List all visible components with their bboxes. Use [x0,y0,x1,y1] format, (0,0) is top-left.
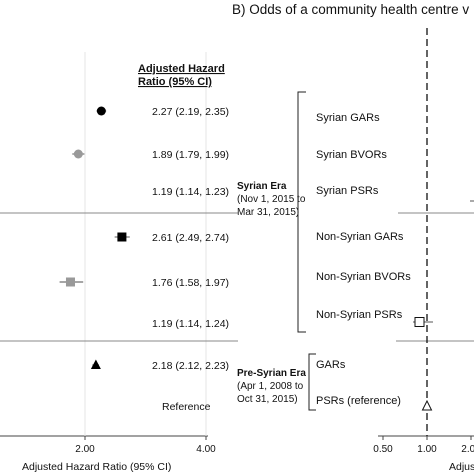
panel-a-plot: 2.27 (2.19, 2.35) 1.89 (1.79, 1.99) 1.19 (… [0,52,238,437]
panel-b-title: B) Odds of a community health centre v [232,2,469,17]
row-label-non-syrian-psrs: Non-Syrian PSRs [316,309,403,321]
hr-column-header-line1: Adjusted Hazard [138,63,225,75]
row-label-syrian-psrs: Syrian PSRs [316,185,379,197]
panel-b-marks [413,317,433,411]
x-tick-label: 2.00 [461,444,474,455]
row-label-gars: GARs [316,359,346,371]
hr-point [117,232,127,242]
or-point [414,317,425,327]
row-label-syrian-gars: Syrian GARs [316,112,380,124]
group-syrian-era-line1: (Nov 1, 2015 to [237,194,306,205]
panel-b-plot: 0.50 1.00 2.00 Adjus [373,28,474,473]
hr-point [90,359,101,369]
syrian-era-bracket [297,91,306,333]
row-label-non-syrian-bvors: Non-Syrian BVORs [316,271,411,283]
row-label-non-syrian-gars: Non-Syrian GARs [316,231,404,243]
hr-column-header-line2: Ratio (95% CI) [138,76,212,88]
pre-syrian-era-bracket [308,353,316,411]
group-pre-syrian-era-line2: Oct 31, 2015) [237,394,298,405]
panel-a-hr-texts: 2.27 (2.19, 2.35) 1.89 (1.79, 1.99) 1.19 (… [152,106,229,413]
hr-ci-text: 1.19 (1.14, 1.24) [152,318,229,330]
group-syrian-era-line2: Mar 31, 2015) [237,207,299,218]
hr-ci-text: 1.19 (1.14, 1.23) [152,186,229,198]
group-pre-syrian-era-line1: (Apr 1, 2008 to [237,381,304,392]
hr-point [96,106,106,116]
or-point [421,399,433,411]
x-tick-label: 0.50 [373,444,393,455]
hr-ci-text: 2.18 (2.12, 2.23) [152,360,229,372]
hr-ci-text: 2.27 (2.19, 2.35) [152,106,229,118]
x-tick-label: 1.00 [417,444,437,455]
row-label-syrian-bvors: Syrian BVORs [316,149,387,161]
hr-ci-text: Reference [162,401,211,413]
x-tick-label: 4.00 [196,444,216,455]
hr-ci-text: 1.89 (1.79, 1.99) [152,149,229,161]
panel-a-x-ticks: 2.00 4.00 [75,436,216,455]
panel-a-x-axis-label: Adjusted Hazard Ratio (95% CI) [22,461,171,473]
row-label-psrs-reference: PSRs (reference) [316,395,401,407]
hr-ci-text: 2.61 (2.49, 2.74) [152,232,229,244]
group-pre-syrian-era-title: Pre-Syrian Era [237,368,306,379]
x-tick-label: 2.00 [75,444,95,455]
hr-ci-text: 1.76 (1.58, 1.97) [152,277,229,289]
hr-point [65,277,75,287]
hr-point [73,149,83,159]
panel-a-marks [59,106,130,369]
panel-b-x-ticks: 0.50 1.00 2.00 [373,436,474,455]
panel-b-x-axis-label: Adjus [449,461,474,473]
group-syrian-era-title: Syrian Era [237,181,287,192]
